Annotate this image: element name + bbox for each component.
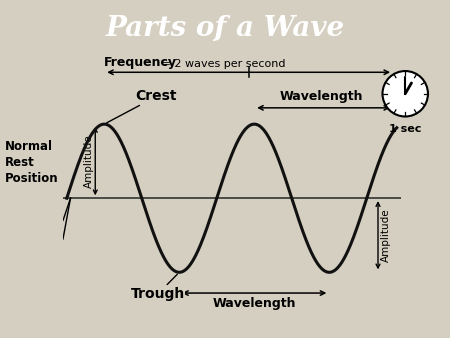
Text: = 2 waves per second: = 2 waves per second [158,58,286,69]
Text: Wavelength: Wavelength [212,297,296,311]
Text: Crest: Crest [107,90,177,123]
Text: Amplitude: Amplitude [381,209,391,262]
Circle shape [382,71,428,117]
Text: Amplitude: Amplitude [84,135,94,188]
Text: Frequency: Frequency [104,55,177,69]
Text: Trough: Trough [130,274,185,301]
Text: Parts of a Wave: Parts of a Wave [105,15,345,42]
Text: Normal
Rest
Position: Normal Rest Position [4,140,58,185]
Text: 1 sec: 1 sec [389,124,421,135]
Text: Wavelength: Wavelength [280,90,364,103]
